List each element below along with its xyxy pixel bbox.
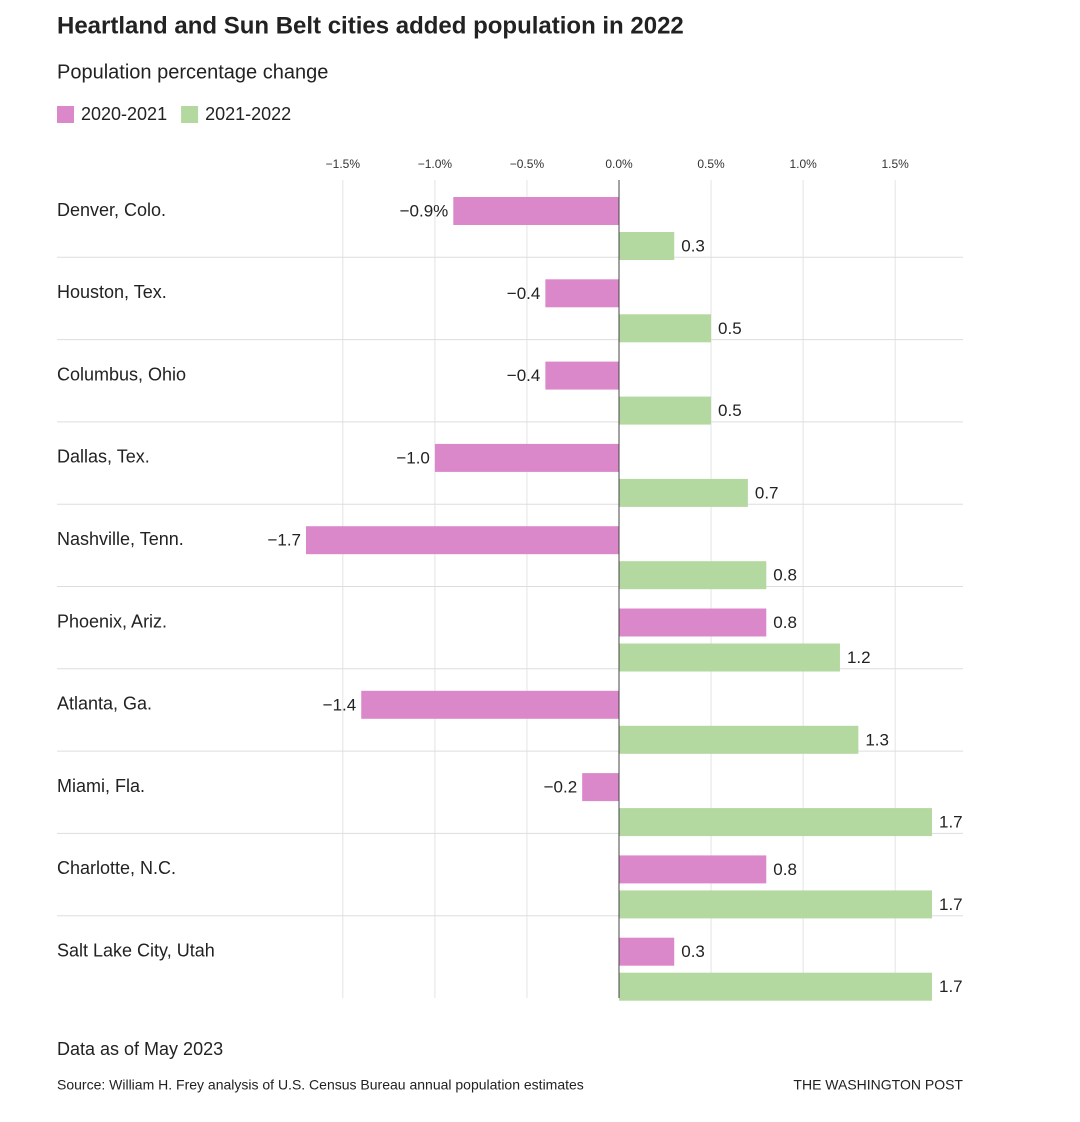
legend-label: 2021-2022: [205, 104, 291, 124]
y-tick-label: Dallas, Tex.: [57, 447, 150, 467]
data-label: 1.2: [847, 648, 871, 667]
legend-label: 2020-2021: [81, 104, 167, 124]
data-label: −1.7: [267, 531, 301, 550]
x-tick-label: −1.0%: [418, 157, 453, 171]
bar: [619, 608, 767, 637]
bar: [619, 890, 932, 919]
y-tick-label: Nashville, Tenn.: [57, 529, 184, 549]
x-tick-label: −0.5%: [510, 157, 545, 171]
credit: THE WASHINGTON POST: [793, 1077, 963, 1093]
data-label: 0.8: [773, 566, 797, 585]
data-label: −0.4: [507, 366, 541, 385]
data-label: 1.3: [865, 730, 889, 749]
data-label: 0.5: [718, 319, 742, 338]
y-tick-label: Charlotte, N.C.: [57, 858, 176, 878]
data-label: −0.2: [544, 778, 578, 797]
data-label: 0.7: [755, 483, 779, 502]
bar: [361, 690, 619, 719]
bar: [619, 314, 712, 343]
y-tick-label: Salt Lake City, Utah: [57, 940, 215, 960]
data-label: −0.4: [507, 284, 541, 303]
legend-swatch: [181, 106, 199, 123]
x-tick-label: 0.0%: [605, 157, 633, 171]
y-tick-label: Miami, Fla.: [57, 776, 145, 796]
note: Data as of May 2023: [57, 1039, 223, 1059]
data-label: −0.9%: [400, 201, 449, 220]
bar: [434, 443, 619, 472]
x-tick-label: −1.5%: [326, 157, 361, 171]
data-label: 1.7: [939, 813, 963, 832]
bar: [619, 561, 767, 590]
bar: [582, 773, 619, 802]
bar: [619, 643, 840, 672]
bar: [619, 725, 859, 754]
source: Source: William H. Frey analysis of U.S.…: [57, 1077, 584, 1093]
bar: [619, 232, 675, 260]
data-label: 1.7: [939, 977, 963, 996]
data-label: 0.3: [681, 942, 705, 961]
y-tick-label: Denver, Colo.: [57, 200, 166, 220]
data-label: 0.8: [773, 860, 797, 879]
y-tick-label: Atlanta, Ga.: [57, 694, 152, 714]
y-tick-label: Phoenix, Ariz.: [57, 611, 167, 631]
y-tick-label: Columbus, Ohio: [57, 364, 186, 384]
bar: [619, 808, 932, 837]
chart-title: Heartland and Sun Belt cities added popu…: [57, 12, 684, 39]
data-label: −1.4: [323, 695, 357, 714]
chart-subtitle: Population percentage change: [57, 61, 328, 83]
bar: [545, 361, 619, 390]
bar: [453, 197, 619, 225]
bar: [619, 855, 767, 884]
bar: [619, 396, 712, 425]
bar: [619, 937, 675, 966]
data-label: 1.7: [939, 895, 963, 914]
data-label: −1.0: [396, 448, 430, 467]
x-tick-label: 1.0%: [789, 157, 817, 171]
bar: [545, 279, 619, 308]
legend-swatch: [57, 106, 74, 123]
bar: [619, 972, 932, 1001]
data-label: 0.8: [773, 613, 797, 632]
x-tick-label: 0.5%: [697, 157, 725, 171]
bar: [306, 526, 619, 555]
x-tick-label: 1.5%: [881, 157, 909, 171]
data-label: 0.3: [681, 236, 705, 255]
data-label: 0.5: [718, 401, 742, 420]
bar: [619, 478, 748, 507]
y-tick-label: Houston, Tex.: [57, 282, 167, 302]
